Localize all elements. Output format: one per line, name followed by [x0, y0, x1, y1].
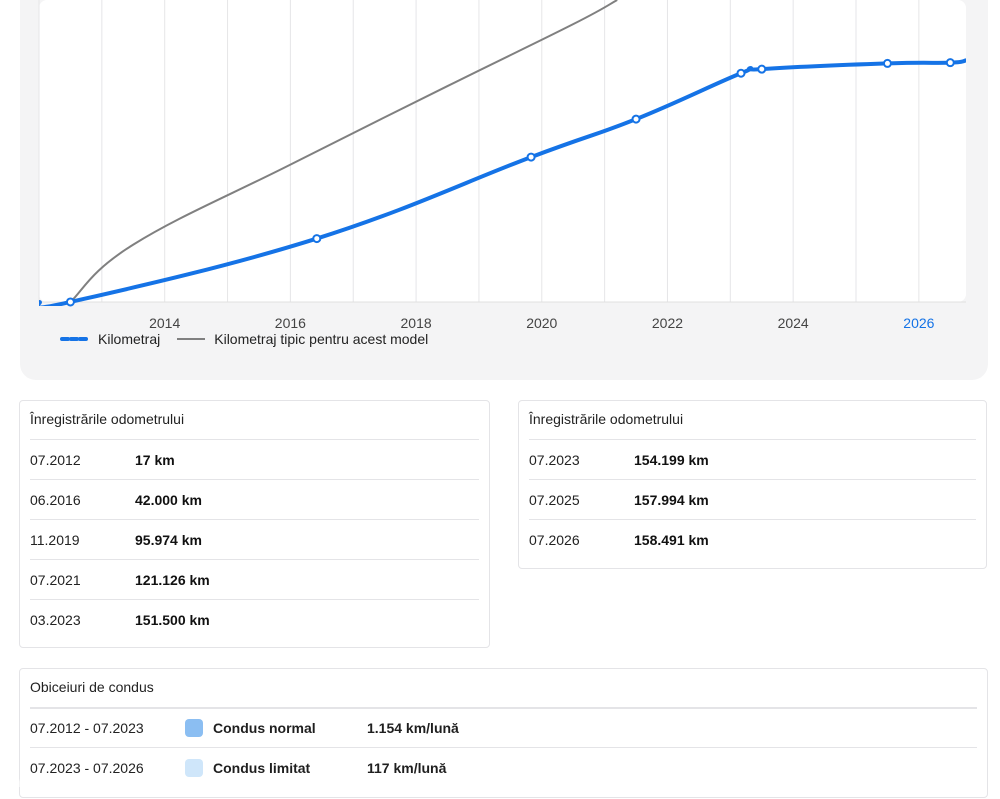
watermark-logo: AUTOVIT.RO [8, 770, 139, 792]
record-date: 07.2012 [30, 451, 81, 468]
odometer-panel-left: Înregistrările odometrului 07.2012 17 km… [19, 400, 490, 648]
record-km: 154.199 km [634, 451, 709, 468]
record-km: 95.974 km [135, 531, 202, 548]
x-tick-label: 2020 [526, 315, 557, 331]
driving-habits-panel: Obiceiuri de condus 07.2012 - 07.2023 Co… [19, 668, 988, 798]
x-tick-label: 2016 [275, 315, 306, 331]
record-km: 121.126 km [135, 571, 210, 588]
mileage-point [736, 68, 746, 78]
habit-rate: 117 km/lună [367, 759, 447, 776]
x-tick-label: 2014 [149, 315, 180, 331]
legend-item-typical[interactable]: Kilometraj tipic pentru acest model [176, 331, 428, 347]
x-tick-label: 2026 [903, 315, 934, 331]
record-km: 17 km [135, 451, 175, 468]
panel-title: Înregistrările odometrului [529, 411, 684, 427]
record-date: 11.2019 [30, 531, 80, 548]
legend-item-mileage[interactable]: Kilometraj [60, 331, 160, 347]
habit-color-swatch [185, 719, 203, 737]
record-date: 06.2016 [30, 491, 81, 508]
x-tick-label: 2024 [778, 315, 809, 331]
typical-mileage-line [69, 0, 618, 303]
x-tick-label: 2022 [652, 315, 683, 331]
habit-row: 07.2023 - 07.2026 Condus limitat 117 km/… [30, 747, 977, 787]
panel-title: Înregistrările odometrului [30, 411, 185, 427]
table-row: 06.2016 42.000 km [30, 479, 479, 519]
mileage-point [757, 64, 767, 74]
plot-area [39, 0, 966, 302]
mileage-point [312, 234, 322, 244]
chart-legend: Kilometraj Kilometraj tipic pentru acest… [60, 330, 444, 348]
record-km: 158.491 km [634, 531, 709, 548]
mileage-chart: 2014 2016 2018 2020 2022 2024 2026 [38, 0, 966, 331]
habit-label: Condus normal [213, 720, 316, 736]
record-date: 07.2021 [30, 571, 81, 588]
table-row: 07.2025 157.994 km [529, 479, 976, 519]
table-row: 11.2019 95.974 km [30, 519, 479, 559]
x-tick-label: 2018 [401, 315, 432, 331]
table-row: 07.2021 121.126 km [30, 559, 479, 599]
odometer-panel-right: Înregistrările odometrului 07.2023 154.1… [518, 400, 987, 569]
habit-row: 07.2012 - 07.2023 Condus normal 1.154 km… [30, 707, 977, 747]
legend-label-mileage: Kilometraj [98, 331, 161, 347]
record-date: 07.2023 [529, 451, 580, 468]
table-row: 07.2023 154.199 km [529, 439, 976, 479]
mileage-point [65, 297, 75, 307]
record-km: 42.000 km [135, 491, 202, 508]
mileage-point [882, 58, 892, 68]
typical-line-swatch-icon [177, 338, 206, 340]
habit-color-swatch [185, 758, 203, 777]
legend-label-typical: Kilometraj tipic pentru acest model [214, 331, 429, 347]
habit-period: 07.2012 - 07.2023 [30, 720, 144, 736]
table-row: 03.2023 151.500 km [30, 599, 479, 639]
habit-rate: 1.154 km/lună [367, 720, 459, 736]
panel-title: Obiceiuri de condus [30, 679, 154, 695]
record-date: 07.2025 [529, 491, 580, 508]
record-date: 07.2026 [529, 531, 580, 548]
table-row: 07.2012 17 km [30, 439, 479, 479]
mileage-point [526, 152, 536, 162]
habit-label: Condus limitat [213, 759, 311, 776]
record-km: 151.500 km [135, 611, 210, 628]
mileage-line-swatch-icon [60, 337, 90, 341]
mileage-point [945, 58, 955, 68]
habit-period: 07.2023 - 07.2026 [30, 759, 144, 776]
mileage-point [631, 114, 641, 124]
table-row: 07.2026 158.491 km [529, 519, 976, 559]
record-km: 157.994 km [634, 491, 709, 508]
mileage-chart-card: 2014 2016 2018 2020 2022 2024 2026 Kilometraj … [20, 0, 988, 380]
record-date: 03.2023 [30, 611, 81, 628]
